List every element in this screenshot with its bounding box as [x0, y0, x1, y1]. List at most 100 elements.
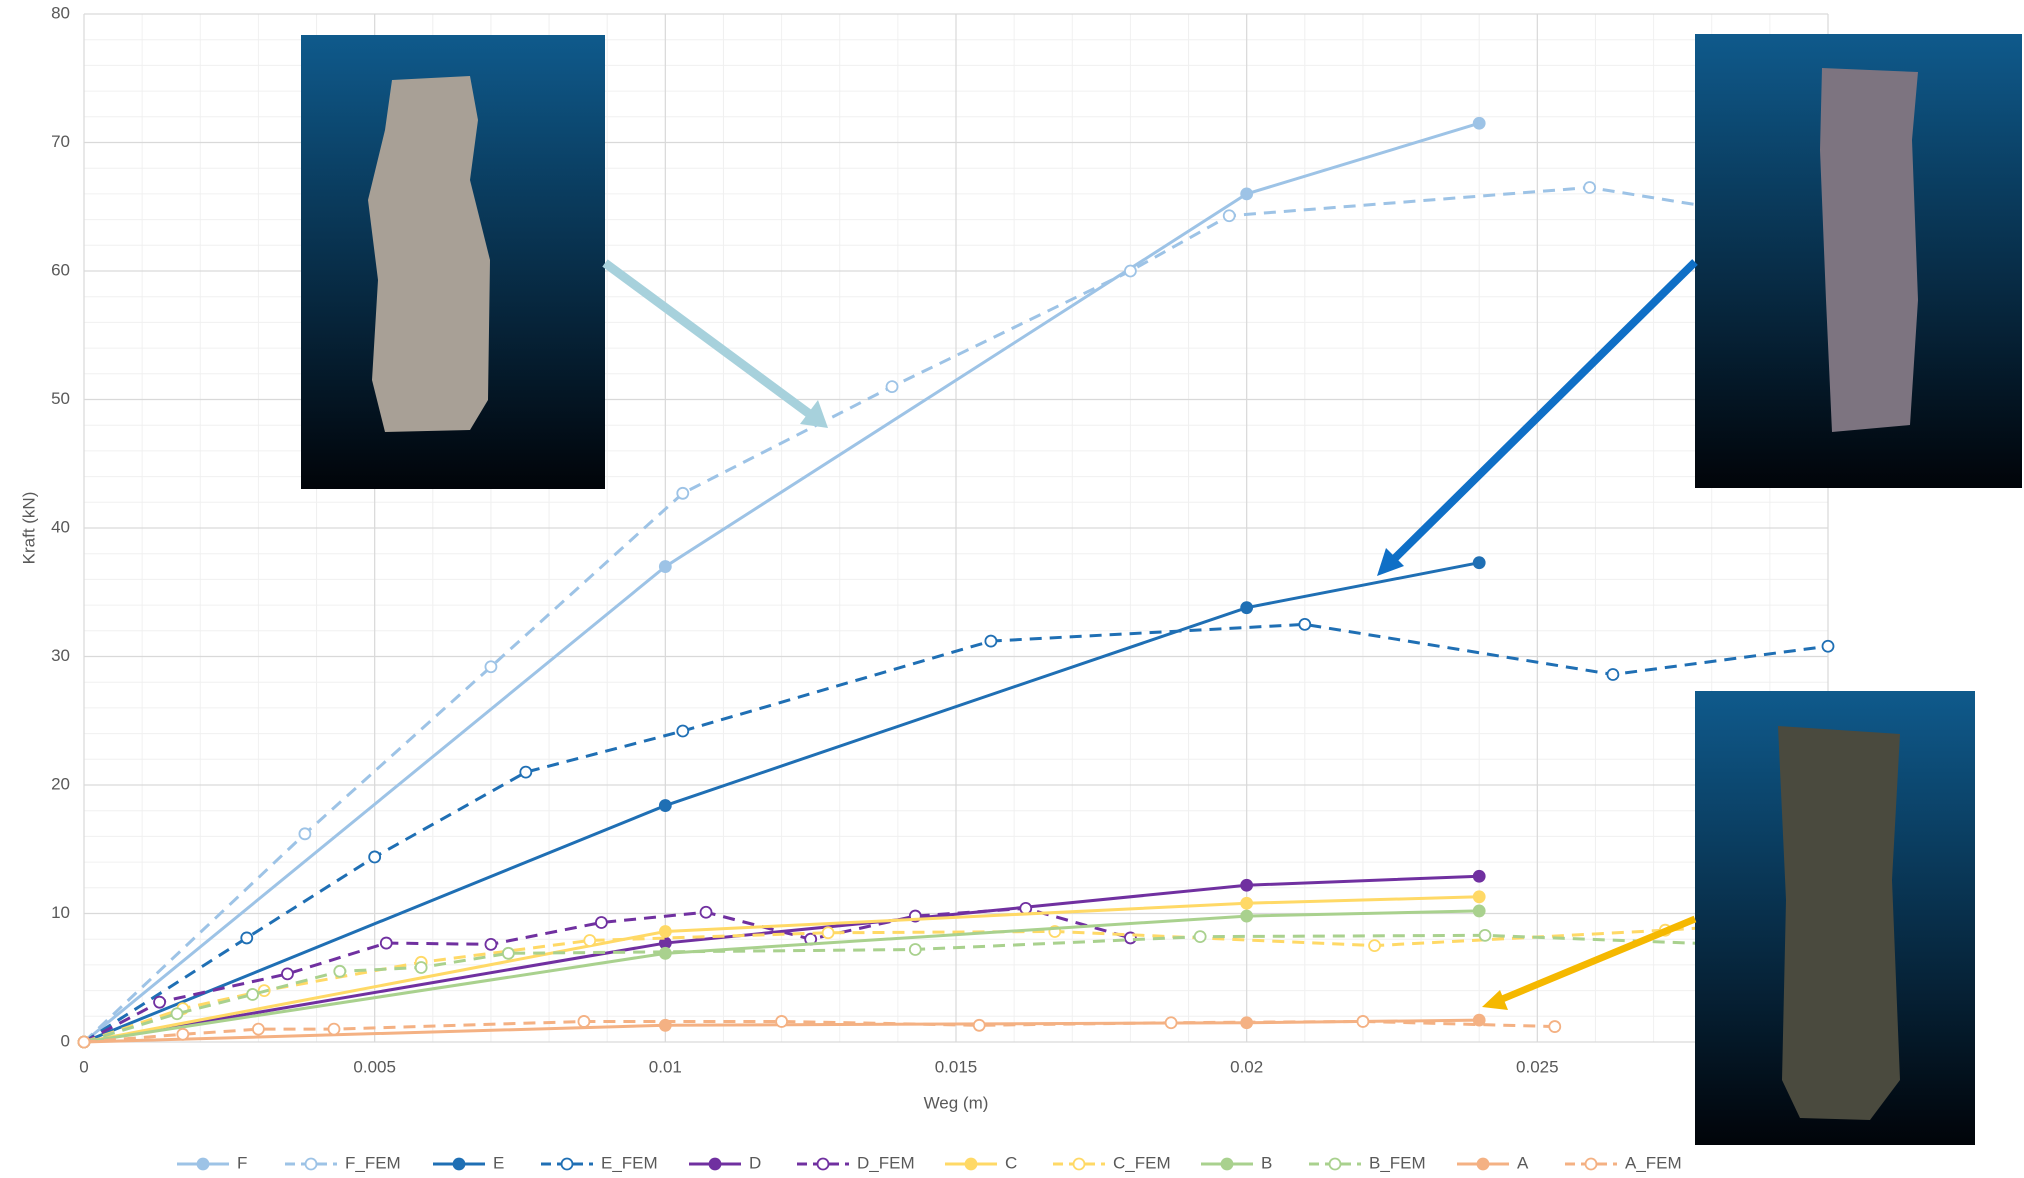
point: [676, 724, 690, 738]
photos: [301, 34, 2022, 1145]
point: [594, 916, 608, 929]
legend-marker: [560, 1157, 574, 1171]
legend-label: B: [1261, 1153, 1272, 1172]
legend-label: D_FEM: [857, 1153, 915, 1172]
series-line: [83, 121, 1480, 1044]
legend-label: B_FEM: [1369, 1153, 1426, 1172]
y-tick-label: 0: [61, 1031, 70, 1050]
point: [170, 1007, 184, 1021]
point: [1240, 878, 1254, 892]
point: [379, 936, 393, 950]
legend-marker: [452, 1157, 466, 1171]
point: [699, 905, 713, 919]
point: [1548, 1020, 1562, 1033]
point: [1019, 901, 1033, 915]
specimen: [1820, 68, 1918, 432]
point: [1606, 668, 1620, 681]
legend-label: C: [1005, 1153, 1017, 1172]
point: [176, 1027, 190, 1041]
arrow: [1385, 259, 1698, 568]
y-tick-label: 60: [51, 260, 70, 279]
arrow: [1493, 915, 1697, 1006]
arrow: [602, 259, 818, 422]
y-tick-label: 10: [51, 903, 70, 922]
x-tick-label: 0: [79, 1057, 88, 1076]
point: [1472, 890, 1486, 904]
point: [484, 937, 498, 951]
point: [1821, 639, 1835, 653]
series-line: [83, 933, 1829, 1044]
legend-label: A: [1517, 1153, 1529, 1172]
legend-marker: [708, 1157, 722, 1171]
point: [153, 995, 166, 1009]
point: [1124, 264, 1137, 278]
specimen: [1778, 726, 1900, 1120]
arrow-head: [1377, 548, 1404, 576]
point: [577, 1015, 591, 1028]
legend-marker: [1072, 1157, 1086, 1171]
legend-label: A_FEM: [1625, 1153, 1682, 1172]
point: [1368, 939, 1381, 953]
point: [484, 660, 498, 674]
point: [1356, 1015, 1370, 1028]
point: [1472, 869, 1486, 883]
point: [1240, 601, 1254, 615]
point: [775, 1015, 788, 1028]
point: [519, 765, 533, 779]
arrow-head: [800, 400, 828, 428]
legend-marker: [816, 1157, 830, 1171]
point: [1240, 896, 1254, 910]
point: [77, 1035, 91, 1049]
point: [414, 961, 428, 974]
series-line: [83, 909, 1480, 1044]
legend-marker: [1220, 1157, 1234, 1171]
x-tick-label: 0.025: [1516, 1057, 1559, 1076]
legend-label: E_FEM: [601, 1153, 658, 1172]
arrow-head: [1482, 990, 1508, 1010]
legend-label: E: [493, 1153, 504, 1172]
arrows: [602, 259, 1698, 1010]
legend-label: F: [237, 1153, 247, 1172]
point: [583, 934, 597, 947]
point: [658, 799, 672, 812]
point: [1193, 930, 1207, 944]
y-tick-label: 80: [51, 3, 70, 22]
point: [1472, 904, 1486, 918]
point: [368, 850, 382, 864]
x-tick-label: 0.01: [649, 1057, 682, 1076]
y-tick-label: 50: [51, 389, 70, 408]
point: [984, 634, 998, 648]
point: [1478, 928, 1492, 942]
point: [501, 946, 515, 960]
point: [327, 1022, 341, 1036]
point: [972, 1018, 986, 1032]
legend-marker: [1476, 1157, 1490, 1171]
x-tick-label: 0.02: [1230, 1057, 1263, 1076]
point: [1583, 181, 1597, 194]
point: [333, 964, 347, 978]
y-tick-label: 20: [51, 774, 70, 793]
point: [658, 560, 672, 573]
point: [1298, 617, 1312, 631]
legend-label: D: [749, 1153, 761, 1172]
point: [298, 827, 312, 841]
point: [885, 380, 899, 394]
point: [281, 967, 294, 981]
point: [240, 931, 254, 945]
point: [676, 486, 690, 500]
y-tick-label: 70: [51, 132, 70, 151]
point: [658, 925, 672, 938]
legend-marker: [1328, 1157, 1342, 1171]
legend-label: F_FEM: [345, 1153, 401, 1172]
y-axis-title: Kraft (kN): [19, 492, 38, 565]
y-tick-label: 30: [51, 646, 70, 665]
point: [1164, 1016, 1178, 1030]
y-tick-label: 40: [51, 517, 70, 536]
x-tick-label: 0.015: [935, 1057, 978, 1076]
legend-marker: [304, 1157, 318, 1171]
legend-marker: [964, 1157, 978, 1171]
series-line: [83, 874, 1480, 1044]
point: [1240, 909, 1254, 923]
point: [251, 1022, 265, 1036]
legend-marker: [196, 1157, 210, 1171]
